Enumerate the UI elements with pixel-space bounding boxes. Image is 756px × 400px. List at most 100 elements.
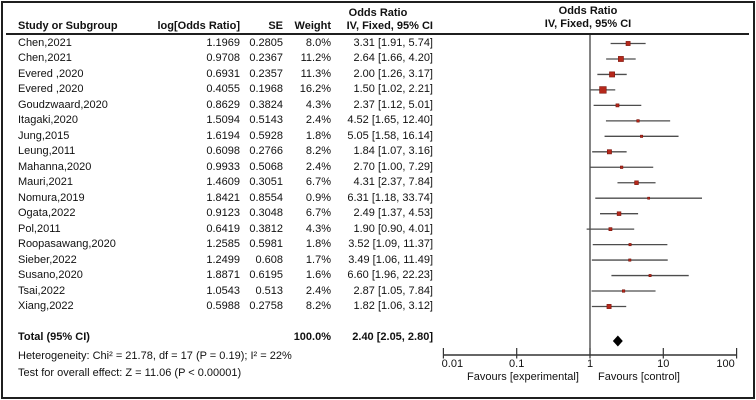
weight-value: 2.4%: [305, 160, 331, 173]
or-marker: [625, 41, 631, 46]
study-label: Evered ,2020: [18, 83, 84, 96]
or-marker: [640, 134, 644, 138]
or-marker: [616, 211, 622, 216]
or-marker: [634, 180, 639, 185]
weight-value: 1.6%: [305, 269, 331, 282]
log-or-value: 1.2585: [206, 238, 240, 251]
ci-text: 6.31 [1.18, 33.74]: [347, 191, 433, 204]
log-or-value: 0.6931: [206, 67, 240, 80]
weight-value: 6.7%: [305, 176, 331, 189]
or-marker: [606, 304, 612, 309]
ci-text: 1.84 [1.07, 3.16]: [353, 145, 433, 158]
or-marker: [608, 227, 613, 231]
weight-value: 1.8%: [305, 238, 331, 251]
or-marker: [609, 71, 615, 78]
overall-effect-text: Test for overall effect: Z = 11.06 (P < …: [18, 367, 242, 379]
ci-text: 1.82 [1.06, 3.12]: [353, 299, 433, 312]
weight-value: 1.7%: [305, 253, 331, 266]
total-ci-text: 2.40 [2.05, 2.80]: [352, 331, 433, 343]
col-header-se: SE: [268, 20, 283, 32]
header-rule: [6, 33, 749, 35]
weight-value: 8.2%: [305, 299, 331, 312]
axis-tick-label: 100: [716, 358, 735, 370]
total-weight: 100.0%: [293, 331, 331, 343]
weight-value: 0.9%: [305, 191, 331, 204]
study-label: Mauri,2021: [18, 176, 74, 189]
weight-value: 1.8%: [305, 129, 331, 142]
log-or-value: 0.8629: [206, 98, 240, 111]
or-marker: [620, 165, 624, 169]
summary-diamond: [612, 335, 623, 347]
study-label: Evered ,2020: [18, 67, 84, 80]
se-value: 0.6195: [249, 269, 283, 282]
se-value: 0.5143: [249, 114, 283, 127]
study-label: Goudzwaard,2020: [18, 98, 108, 111]
or-marker: [622, 289, 626, 293]
weight-value: 4.3%: [305, 98, 331, 111]
ci-text: 5.05 [1.58, 16.14]: [347, 129, 433, 142]
study-label: Tsai,2022: [18, 284, 66, 297]
ci-text: 2.87 [1.05, 7.84]: [353, 284, 433, 297]
weight-value: 6.7%: [305, 207, 331, 220]
or-marker: [647, 196, 650, 200]
or-marker: [628, 243, 632, 247]
se-value: 0.608: [255, 253, 283, 266]
log-or-value: 1.8421: [206, 191, 240, 204]
log-or-value: 0.9933: [206, 160, 240, 173]
ci-text: 1.50 [1.02, 2.21]: [353, 83, 433, 96]
axis-left-label: Favours [experimental]: [467, 371, 579, 383]
plot-subtitle: IV, Fixed, 95% CI: [544, 18, 632, 30]
study-label: Jung,2015: [18, 129, 70, 142]
log-or-value: 1.4609: [206, 176, 240, 189]
se-value: 0.2805: [249, 37, 283, 49]
col-header-log-or: log[Odds Ratio]: [157, 20, 241, 32]
ci-text: 1.90 [0.90, 4.01]: [353, 222, 433, 235]
study-label: Sieber,2022: [18, 253, 77, 266]
se-value: 0.8554: [249, 191, 283, 204]
or-column-title: Odds Ratio: [348, 7, 408, 19]
se-value: 0.2758: [249, 299, 283, 312]
or-marker: [599, 86, 607, 94]
se-value: 0.5068: [249, 160, 283, 173]
or-marker: [615, 103, 620, 108]
se-value: 0.2357: [249, 67, 283, 80]
weight-value: 8.0%: [305, 37, 331, 49]
se-value: 0.3812: [249, 222, 283, 235]
se-value: 0.5981: [249, 238, 283, 251]
log-or-value: 1.0543: [206, 284, 240, 297]
ci-text: 3.52 [1.09, 11.37]: [348, 238, 433, 251]
weight-value: 11.3%: [300, 67, 331, 80]
se-value: 0.3051: [249, 176, 283, 189]
or-marker: [606, 149, 612, 155]
se-value: 0.3824: [249, 98, 283, 111]
axis-tick-label: 1: [586, 358, 594, 370]
log-or-value: 0.5988: [206, 299, 240, 312]
or-marker: [618, 56, 624, 62]
log-or-value: 0.6419: [206, 222, 240, 235]
se-value: 0.2367: [249, 52, 283, 65]
log-or-value: 1.2499: [206, 253, 240, 266]
weight-value: 4.3%: [305, 222, 331, 235]
weight-value: 16.2%: [299, 83, 331, 96]
axis-tick-label: 0.1: [509, 358, 525, 370]
or-marker: [628, 258, 632, 262]
weight-value: 2.4%: [305, 114, 331, 127]
study-label: Chen,2021: [18, 37, 72, 49]
total-label: Total (95% CI): [18, 331, 90, 343]
ci-text: 3.49 [1.06, 11.49]: [348, 253, 433, 266]
ci-text: 3.31 [1.91, 5.74]: [353, 37, 433, 49]
ci-text: 6.60 [1.96, 22.23]: [347, 269, 433, 282]
study-label: Chen,2021: [18, 52, 72, 65]
se-value: 0.1968: [249, 83, 283, 96]
se-value: 0.3048: [249, 207, 283, 220]
col-header-weight: Weight: [294, 20, 331, 32]
ci-text: 2.00 [1.26, 3.17]: [353, 67, 433, 80]
axis-right-label: Favours [control]: [598, 371, 680, 383]
log-or-value: 0.9123: [206, 207, 240, 220]
axis-tick-label: 0.01: [441, 358, 464, 370]
study-label: Pol,2011: [18, 222, 61, 235]
se-value: 0.513: [255, 284, 283, 297]
or-marker: [636, 119, 640, 123]
ci-text: 2.70 [1.00, 7.29]: [353, 160, 433, 173]
study-label: Itagaki,2020: [18, 114, 78, 127]
